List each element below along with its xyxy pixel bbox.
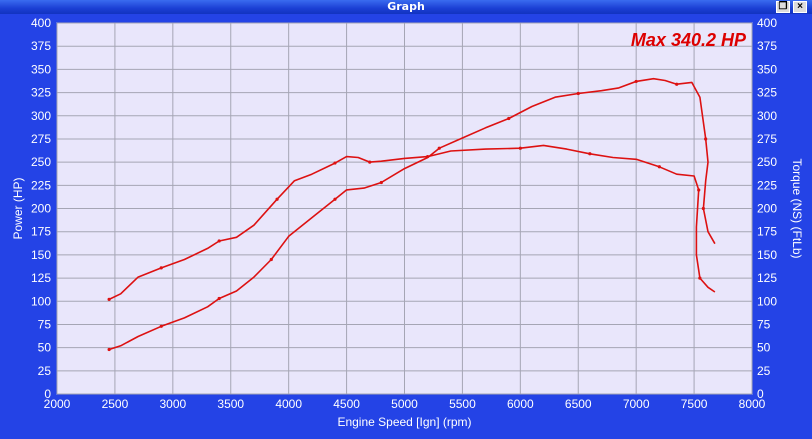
- x-tick-label: 8000: [739, 397, 766, 411]
- series-point: [437, 146, 441, 150]
- y-tick-label-left: 100: [31, 294, 51, 308]
- series-point: [507, 116, 511, 121]
- series-point: [701, 206, 705, 211]
- series-point: [159, 324, 163, 328]
- x-axis-label: Engine Speed [Ign] (rpm): [337, 415, 471, 429]
- y-tick-label-right: 200: [757, 202, 777, 216]
- y-tick-label-right: 325: [757, 86, 777, 100]
- y-tick-label-right: 350: [757, 62, 777, 76]
- y-tick-label-left: 75: [38, 317, 52, 331]
- series-point: [107, 297, 111, 301]
- y-tick-label-left: 350: [31, 62, 51, 76]
- restore-button[interactable]: ❐: [776, 1, 790, 13]
- series-point: [576, 91, 580, 96]
- x-tick-label: 2500: [102, 397, 129, 411]
- close-icon: ×: [797, 1, 803, 12]
- series-point: [518, 146, 522, 150]
- x-tick-label: 5000: [391, 397, 418, 411]
- y-tick-label-right: 75: [757, 317, 771, 331]
- series-point: [217, 239, 221, 243]
- y-tick-label-right: 275: [757, 132, 777, 146]
- max-power-annotation: Max 340.2 HP: [631, 30, 747, 50]
- y-tick-label-left: 225: [31, 178, 51, 192]
- series-point: [588, 152, 592, 156]
- grid: [56, 22, 753, 395]
- series-point: [426, 154, 430, 159]
- title-bar[interactable]: Graph ❐ ×: [0, 0, 812, 14]
- series-point: [217, 296, 221, 301]
- series-line: [108, 144, 716, 301]
- y-tick-label-left: 325: [31, 86, 51, 100]
- y-axis-right-label: Torque (NS) (FtLb): [790, 158, 804, 258]
- series-point: [697, 188, 701, 192]
- y-tick-label-left: 375: [31, 39, 51, 53]
- y-tick-label-left: 25: [38, 364, 52, 378]
- series-point: [107, 347, 111, 352]
- y-tick-label-left: 275: [31, 132, 51, 146]
- y-tick-label-left: 175: [31, 225, 51, 239]
- series-point: [333, 161, 337, 165]
- x-tick-label: 6500: [565, 397, 592, 411]
- y-tick-label-right: 175: [757, 225, 777, 239]
- series-point: [675, 82, 679, 86]
- y-tick-label-left: 150: [31, 248, 51, 262]
- y-axis-left: 0 25 50 75 100 125 150 175 200 225 250 275 300 325 350…: [31, 16, 51, 401]
- x-tick-label: 3000: [159, 397, 186, 411]
- x-tick-label: 7500: [681, 397, 708, 411]
- y-tick-label-left: 400: [31, 16, 51, 30]
- series-point: [379, 180, 383, 185]
- series-point: [634, 79, 638, 84]
- y-tick-label-left: 200: [31, 202, 51, 216]
- series-point: [159, 266, 163, 270]
- y-tick-label-right: 225: [757, 178, 777, 192]
- x-tick-label: 6000: [507, 397, 534, 411]
- series-line: [108, 77, 716, 351]
- y-tick-label-right: 125: [757, 271, 777, 285]
- y-tick-label-right: 0: [757, 387, 764, 401]
- y-tick-label-right: 375: [757, 39, 777, 53]
- series-point: [333, 197, 337, 201]
- close-button[interactable]: ×: [793, 1, 807, 13]
- y-tick-label-left: 0: [44, 387, 51, 401]
- y-tick-label-right: 150: [757, 248, 777, 262]
- y-tick-label-left: 50: [38, 341, 52, 355]
- x-axis: 2000 2500 3000 3500 4000 4500 5000 5500 6000 6500…: [44, 397, 766, 411]
- y-axis-left-label: Power (HP): [11, 177, 25, 239]
- y-tick-label-right: 250: [757, 155, 777, 169]
- y-tick-label-left: 300: [31, 109, 51, 123]
- series-point: [368, 160, 372, 164]
- y-tick-label-left: 250: [31, 155, 51, 169]
- x-tick-label: 5500: [449, 397, 476, 411]
- x-tick-label: 4500: [333, 397, 360, 411]
- series-point: [275, 197, 279, 201]
- y-tick-label-right: 50: [757, 341, 771, 355]
- y-tick-label-left: 125: [31, 271, 51, 285]
- series-point: [269, 257, 273, 262]
- y-axis-right: 0 25 50 75 100 125 150 175 200 225 250 275 300 325 350…: [757, 16, 777, 401]
- series-lines: [107, 77, 716, 352]
- x-tick-label: 2000: [44, 397, 71, 411]
- y-tick-label-right: 100: [757, 294, 777, 308]
- series-point: [657, 165, 661, 169]
- y-tick-label-right: 25: [757, 364, 771, 378]
- dyno-chart: 0255075100125150175200225250275300325350…: [11, 16, 804, 429]
- x-tick-label: 3500: [217, 397, 244, 411]
- y-tick-label-right: 300: [757, 109, 777, 123]
- x-tick-label: 7000: [623, 397, 650, 411]
- window-title: Graph: [387, 0, 425, 13]
- restore-icon: ❐: [778, 1, 788, 12]
- series-point: [698, 276, 702, 280]
- series-point: [704, 137, 708, 141]
- y-tick-label-right: 400: [757, 16, 777, 30]
- x-tick-label: 4000: [275, 397, 302, 411]
